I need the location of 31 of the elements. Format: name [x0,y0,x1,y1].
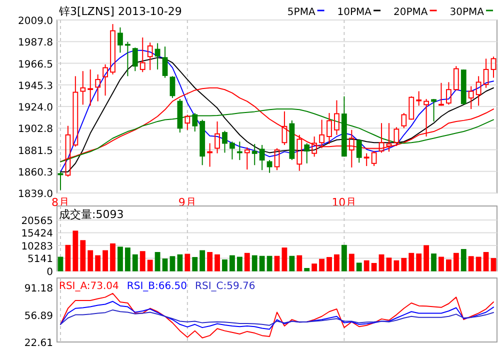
chart-title: 成交量:5093 [59,208,124,221]
y-tick-label: 15424 [21,228,53,240]
line-series [60,309,494,326]
y-tick-label: 1924.0 [18,102,53,114]
chart-title: 锌3[LZNS] 2013-10-29 [58,5,182,18]
y-tick-label: 10283 [21,241,53,252]
line-series [60,87,494,162]
y-tick-label: 1839.0 [18,189,53,200]
y-tick-label: 5141 [28,254,53,266]
y-tick-label: 1945.3 [18,80,53,92]
y-tick-label: 20565 [21,216,53,227]
y-tick-label: 1966.5 [18,59,53,70]
legend-label: 5PMA [287,7,316,18]
line-series [60,300,494,330]
legend-label: 10PMA [337,7,372,18]
y-tick-label: 56.89 [24,310,53,322]
y-tick-label: 22.61 [24,338,53,349]
legend-label: 30PMA [450,7,484,18]
y-tick-label: 1987.8 [18,38,53,49]
line-series [60,108,494,162]
text: RSI_C:59.76 [195,281,256,292]
series-label: RSI_A:73.04 [59,281,119,292]
y-tick-label: 91.18 [24,284,53,295]
y-tick-label: 1902.8 [18,124,53,136]
line-series [60,292,494,338]
series-label: RSI_B:66.50 [126,281,188,292]
y-tick-label: 2009.0 [18,16,53,27]
y-tick-label: 1860.3 [18,167,53,178]
y-tick-label: 0 [46,267,53,278]
legend-label: 20PMA [394,7,428,18]
y-tick-label: 1881.5 [18,146,53,157]
